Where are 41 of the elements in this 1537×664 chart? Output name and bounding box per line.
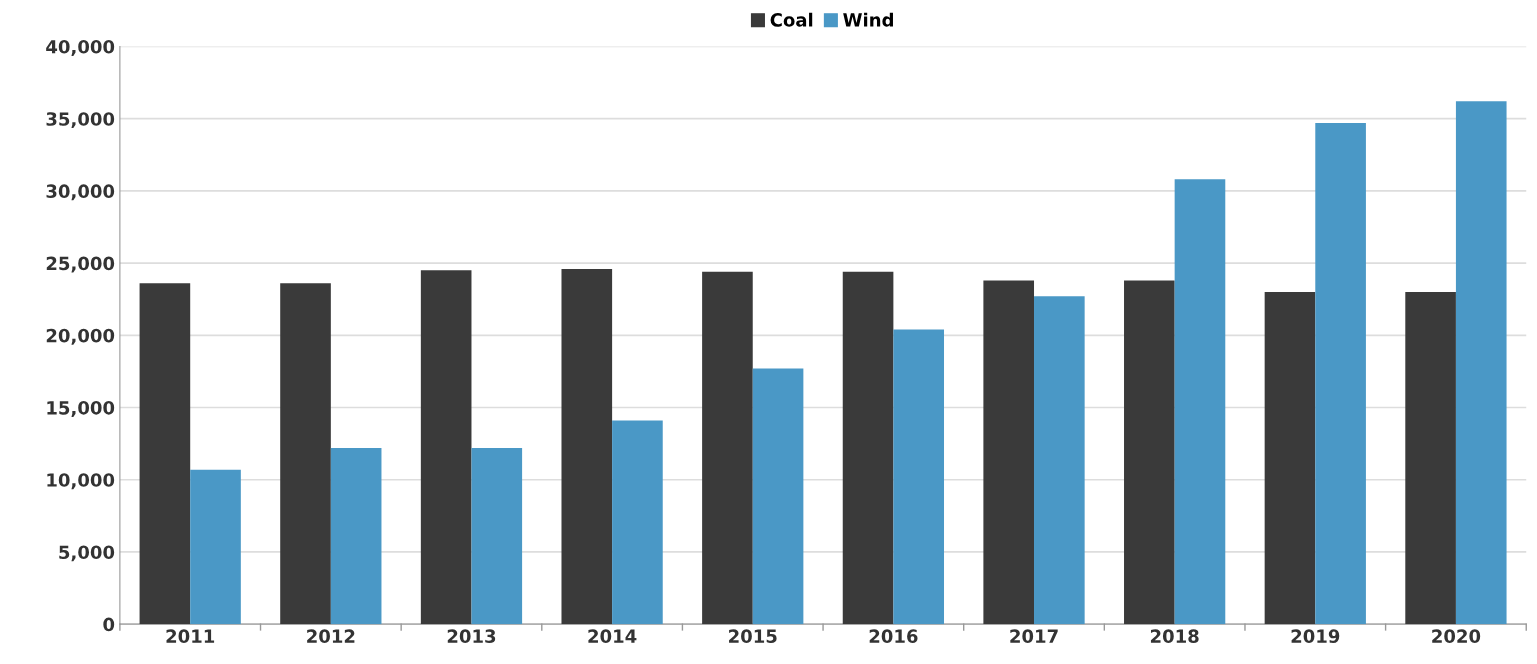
bar <box>190 469 241 625</box>
y-tick-label: 15,000 <box>47 400 115 417</box>
legend-label: Coal <box>770 12 813 27</box>
x-tick-label: 2013 <box>447 629 496 643</box>
x-tick-label: 2012 <box>307 629 355 643</box>
bar <box>139 283 191 625</box>
y-tick-label: 40,000 <box>46 39 115 56</box>
bar <box>612 420 663 625</box>
y-tick-label: 35,000 <box>46 112 115 129</box>
bar <box>1174 179 1226 625</box>
bar <box>893 329 945 625</box>
y-tick-label: 20,000 <box>46 328 115 345</box>
bar <box>1264 291 1316 625</box>
legend-label: Wind <box>843 12 893 27</box>
bar <box>330 447 382 625</box>
x-tick-label: 2014 <box>588 629 637 643</box>
x-tick-label: 2015 <box>729 629 777 643</box>
bar <box>1034 296 1085 625</box>
bar <box>280 283 331 625</box>
y-tick-label: 25,000 <box>46 256 115 273</box>
y-tick-label: 0 <box>103 617 115 632</box>
x-tick-label: 2011 <box>166 629 215 643</box>
x-tick-label: 2016 <box>869 629 918 643</box>
bar <box>1315 123 1366 625</box>
bar <box>702 271 753 625</box>
y-tick-label: 30,000 <box>46 184 115 201</box>
bar <box>1455 101 1507 625</box>
bar <box>1405 291 1456 625</box>
x-tick-label: 2019 <box>1291 629 1340 643</box>
x-tick-label: 2017 <box>1010 629 1058 643</box>
bar <box>561 268 613 625</box>
bar <box>842 271 894 625</box>
bar <box>471 447 523 625</box>
bar <box>752 368 804 625</box>
y-tick-label: 5,000 <box>59 545 115 562</box>
bar <box>420 270 472 625</box>
bar <box>983 280 1035 625</box>
x-tick-label: 2020 <box>1432 629 1481 643</box>
x-tick-label: 2018 <box>1150 629 1199 643</box>
y-tick-label: 10,000 <box>47 473 115 490</box>
bar <box>1124 280 1175 625</box>
